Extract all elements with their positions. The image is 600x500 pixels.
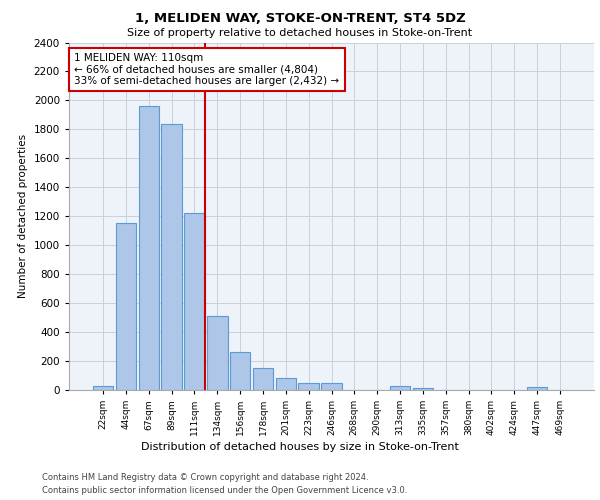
- Text: Contains public sector information licensed under the Open Government Licence v3: Contains public sector information licen…: [42, 486, 407, 495]
- Bar: [321, 384, 342, 390]
- Bar: [184, 214, 205, 390]
- Bar: [93, 386, 113, 390]
- Text: Contains HM Land Registry data © Crown copyright and database right 2024.: Contains HM Land Registry data © Crown c…: [42, 472, 368, 482]
- Bar: [413, 388, 433, 390]
- Text: 1 MELIDEN WAY: 110sqm
← 66% of detached houses are smaller (4,804)
33% of semi-d: 1 MELIDEN WAY: 110sqm ← 66% of detached …: [74, 53, 340, 86]
- Bar: [116, 224, 136, 390]
- Bar: [253, 368, 273, 390]
- Bar: [139, 106, 159, 390]
- Bar: [298, 383, 319, 390]
- Text: Size of property relative to detached houses in Stoke-on-Trent: Size of property relative to detached ho…: [127, 28, 473, 38]
- Bar: [207, 316, 227, 390]
- Bar: [275, 378, 296, 390]
- Y-axis label: Number of detached properties: Number of detached properties: [18, 134, 28, 298]
- Bar: [230, 352, 250, 390]
- Text: 1, MELIDEN WAY, STOKE-ON-TRENT, ST4 5DZ: 1, MELIDEN WAY, STOKE-ON-TRENT, ST4 5DZ: [134, 12, 466, 26]
- Bar: [527, 387, 547, 390]
- Text: Distribution of detached houses by size in Stoke-on-Trent: Distribution of detached houses by size …: [141, 442, 459, 452]
- Bar: [390, 386, 410, 390]
- Bar: [161, 124, 182, 390]
